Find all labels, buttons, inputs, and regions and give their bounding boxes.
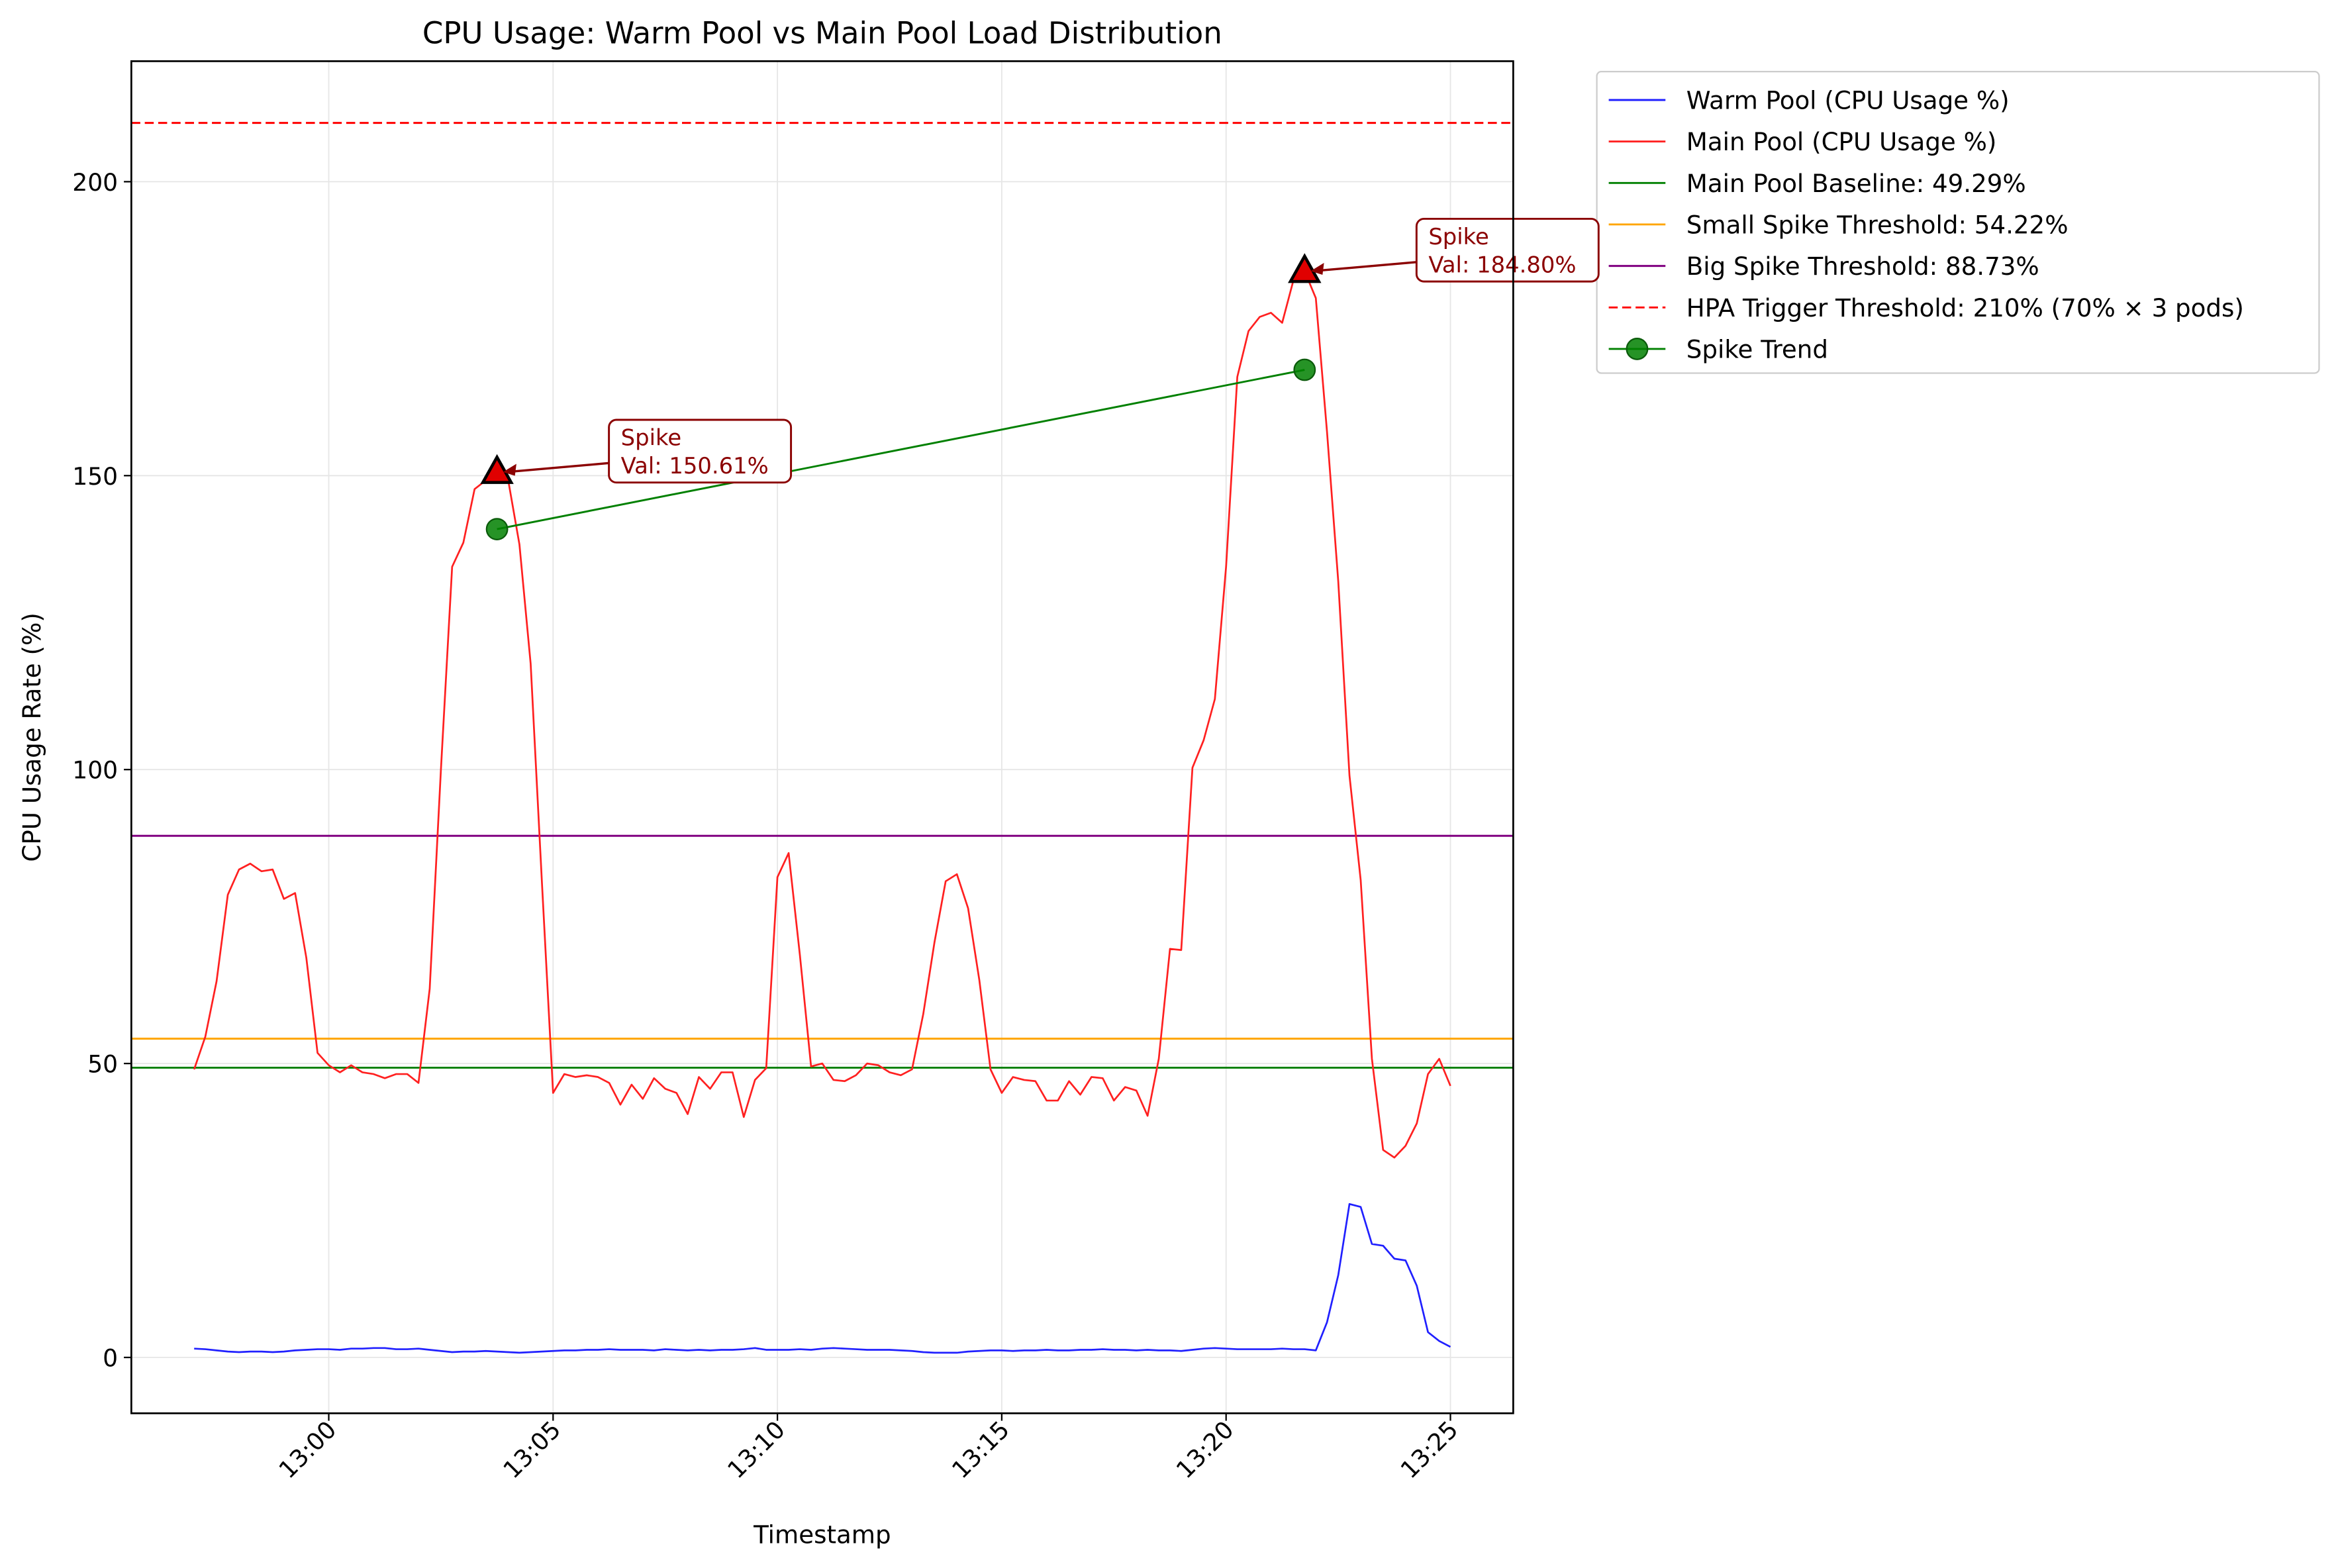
legend-label: Small Spike Threshold: 54.22% [1686,210,2069,239]
series-line [194,1202,1451,1354]
legend-label: Main Pool Baseline: 49.29% [1686,169,2026,198]
legend-dot [1626,338,1649,360]
annotation-box [608,418,793,484]
annotation-arrow [505,462,609,473]
legend-label: HPA Trigger Threshold: 210% (70% × 3 pod… [1686,293,2244,322]
plot-frame [130,60,1514,1414]
trend-point [1293,358,1316,381]
y-tick-label: 100 [72,757,118,785]
y-tick-label: 0 [103,1345,118,1373]
annotation-arrow [1313,261,1417,273]
legend-label: Main Pool (CPU Usage %) [1686,127,1997,156]
trend-line [497,369,1305,530]
annotation-label: Val: 150.61% [621,453,769,479]
arrow-head [1310,262,1324,275]
annotation-label: Val: 184.80% [1428,252,1576,278]
legend-label: Warm Pool (CPU Usage %) [1686,86,2010,115]
x-axis-label: Timestamp [753,1520,891,1549]
spike-marker [1288,253,1322,283]
series-line [193,270,1451,1159]
trend-point [485,518,509,540]
annotation-title: Spike [1428,224,1488,250]
y-tick-label: 200 [72,169,118,197]
legend-label: Spike Trend [1686,334,1828,364]
arrow-head [503,464,516,476]
chart-title: CPU Usage: Warm Pool vs Main Pool Load D… [422,15,1222,50]
annotation-box [1415,218,1600,283]
y-tick-label: 50 [87,1051,118,1079]
annotation-title: Spike [621,424,681,450]
spike-marker [480,454,514,484]
legend-label: Big Spike Threshold: 88.73% [1686,252,2039,281]
y-axis-label: CPU Usage Rate (%) [17,612,46,861]
y-tick-label: 150 [72,463,118,491]
